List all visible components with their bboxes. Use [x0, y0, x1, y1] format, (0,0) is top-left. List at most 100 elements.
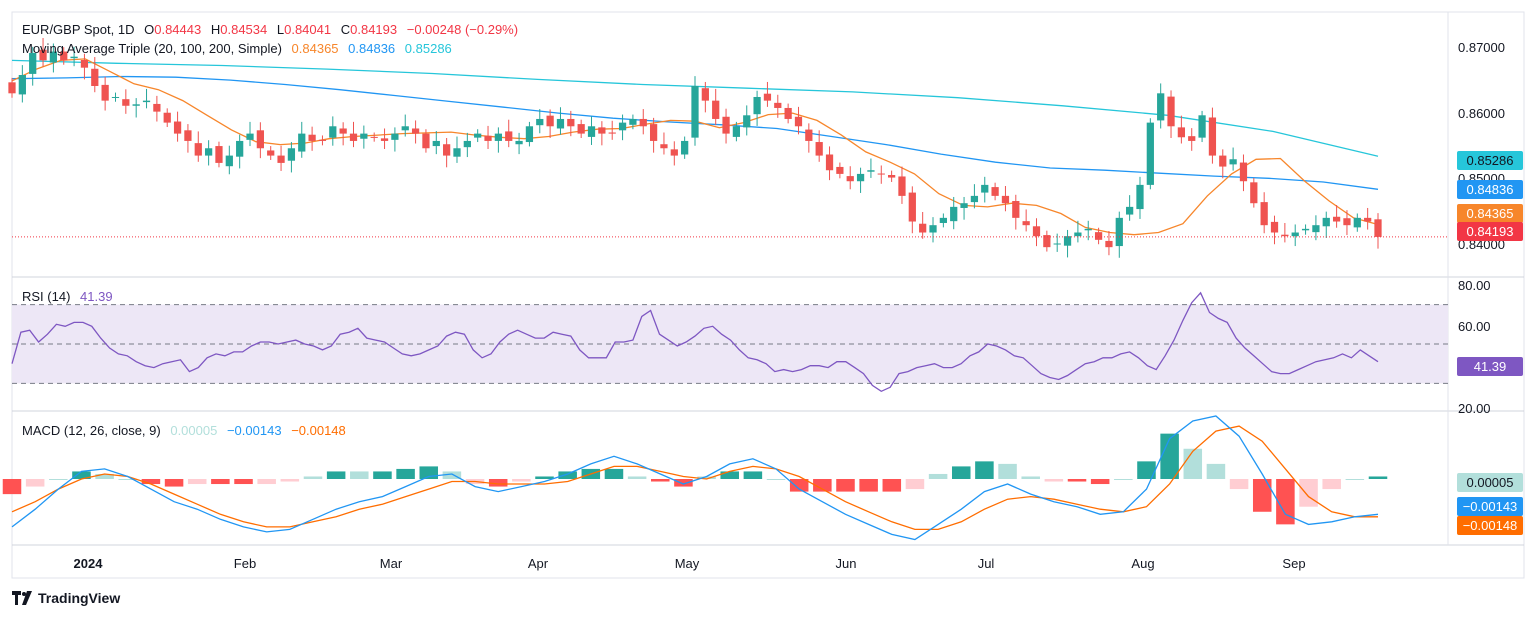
tradingview-brand[interactable]: TradingView [12, 590, 120, 606]
time-tick: Jul [977, 556, 995, 571]
candle-body [1146, 122, 1154, 185]
rsi-line [11, 291, 1379, 393]
macd-histogram-bar [1299, 479, 1318, 507]
candle-body [898, 176, 906, 196]
macd-histogram-bar [859, 479, 878, 492]
time-tick: Apr [527, 556, 549, 571]
candle-body [443, 144, 451, 156]
macd-line-axis-tag: −0.00143 [1457, 497, 1523, 516]
candle-body [1301, 228, 1310, 231]
open-label: O [144, 22, 155, 37]
candle-body [39, 49, 47, 61]
candle-body [287, 148, 296, 161]
macd-histogram-bar [1067, 479, 1087, 482]
candle-body [91, 68, 99, 86]
candle-body [1084, 228, 1092, 231]
rsi-tick: 60.00 [1458, 319, 1491, 334]
macd-histogram-bar [1368, 476, 1388, 479]
rsi-tick: 80.00 [1458, 278, 1491, 293]
candle-body [339, 128, 347, 134]
candle-body [132, 104, 140, 106]
candle-body [546, 115, 554, 127]
candle-body [970, 195, 979, 203]
macd-histogram-bar [1252, 479, 1272, 512]
candle-body [1136, 184, 1144, 210]
macd-histogram-bar [975, 461, 994, 479]
candle-body [691, 85, 699, 138]
candle-body [49, 51, 58, 63]
candle-body [1032, 226, 1041, 237]
candle-body [329, 126, 337, 138]
candle-body [722, 116, 730, 134]
candle-body [153, 103, 161, 112]
candle-body [8, 82, 16, 94]
macd-histogram-bar [164, 479, 184, 487]
macd-histogram-bar [813, 479, 832, 492]
macd-histogram-bar [49, 479, 68, 480]
candle-body [246, 133, 254, 140]
macd-histogram-bar [720, 471, 739, 479]
macd-histogram-bar [118, 479, 138, 480]
candle-body [567, 118, 575, 127]
candle-body [587, 126, 596, 137]
macd-histogram-bar [1183, 448, 1203, 479]
candle-body [960, 203, 968, 208]
ma100-value: 0.84836 [348, 41, 396, 56]
macd-signal-line [11, 425, 1378, 531]
time-tick: Sep [1282, 556, 1306, 571]
ma200-axis-tag: 0.85286 [1457, 151, 1523, 170]
candle-body [1343, 218, 1351, 226]
candle-body [411, 128, 420, 134]
candle-body [453, 148, 461, 157]
candle-body [184, 130, 192, 141]
macd-histogram-bar [766, 479, 786, 480]
macd-histogram-bar [1276, 479, 1295, 525]
candle-body [1043, 235, 1051, 248]
rsi-tick: 20.00 [1458, 401, 1491, 416]
macd-histogram-bar [350, 471, 369, 479]
candle-body [1353, 217, 1361, 228]
candle-body [784, 107, 792, 119]
macd-histogram-bar [141, 479, 161, 485]
candle-body [122, 99, 130, 106]
low-value: 0.84041 [284, 22, 332, 37]
candle-body [618, 122, 627, 131]
macd-histogram-bar [234, 479, 253, 485]
candle-body [484, 135, 492, 141]
candle-body [173, 121, 182, 134]
time-tick: Feb [233, 556, 257, 571]
candle-body [1198, 115, 1206, 138]
candle-body [577, 124, 585, 134]
candle-body [111, 96, 120, 98]
rsi-axis-tag: 41.39 [1457, 357, 1523, 376]
candle-body [919, 223, 927, 233]
candle-body [670, 149, 678, 156]
time-tick: 2024 [73, 556, 103, 571]
candle-body [391, 133, 399, 140]
candle-body [422, 133, 430, 149]
candle-body [29, 53, 37, 74]
macd-histogram-bar [72, 471, 91, 479]
macd-histogram-bar [905, 479, 925, 490]
macd-legend: MACD (12, 26, close, 9) 0.00005 −0.00143… [22, 423, 352, 438]
rsi-legend: RSI (14) 41.39 [22, 289, 119, 304]
macd-hist-axis-tag: 0.00005 [1457, 473, 1523, 492]
candle-body [101, 84, 109, 101]
candle-body [794, 116, 803, 127]
candle-body [887, 175, 896, 178]
tradingview-logo-icon [12, 591, 32, 605]
candle-body [1291, 232, 1299, 237]
candle-body [1250, 182, 1258, 204]
brand-name: TradingView [38, 590, 121, 606]
candle-body [856, 173, 865, 182]
candle-body [939, 217, 947, 223]
candle-body [267, 150, 275, 156]
open-value: 0.84443 [154, 22, 202, 37]
macd-histogram-bar [951, 466, 971, 479]
candle-body [598, 127, 606, 134]
candle-body [536, 118, 544, 126]
candle-body [929, 225, 937, 233]
candle-body [318, 139, 327, 141]
macd-histogram-bar [535, 476, 554, 479]
